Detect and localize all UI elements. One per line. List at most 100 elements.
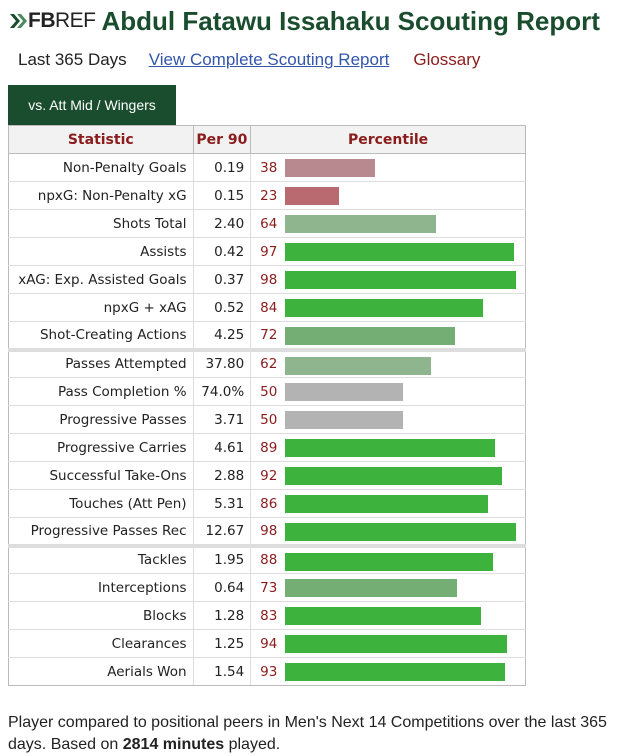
stat-name-cell: npxG: Non-Penalty xG bbox=[8, 181, 194, 210]
per90-cell: 4.61 bbox=[193, 433, 252, 462]
percentile-bar bbox=[285, 467, 503, 485]
per90-cell: 0.64 bbox=[193, 573, 252, 602]
percentile-cell: 89 bbox=[250, 433, 526, 462]
sub-navigation: Last 365 Days View Complete Scouting Rep… bbox=[18, 50, 480, 70]
per90-cell: 37.80 bbox=[193, 347, 252, 378]
percentile-bar bbox=[285, 327, 456, 345]
tab-att-mid-wingers[interactable]: vs. Att Mid / Wingers bbox=[8, 85, 176, 125]
percentile-bar bbox=[285, 495, 489, 513]
stat-name-cell: Tackles bbox=[8, 543, 194, 574]
stat-name-cell: Shot-Creating Actions bbox=[8, 321, 194, 350]
per90-cell: 4.25 bbox=[193, 321, 252, 350]
percentile-bar bbox=[285, 215, 437, 233]
table-row: Progressive Passes 3.71 50 bbox=[8, 405, 526, 434]
percentile-value: 88 bbox=[260, 552, 278, 569]
percentile-bar bbox=[285, 663, 505, 681]
table-row: npxG + xAG 0.52 84 bbox=[8, 293, 526, 322]
per90-cell: 2.88 bbox=[193, 461, 252, 490]
stat-name-cell: Passes Attempted bbox=[8, 347, 194, 378]
table-row: Progressive Carries 4.61 89 bbox=[8, 433, 526, 462]
stat-name-cell: Touches (Att Pen) bbox=[8, 489, 194, 518]
table-row: xAG: Exp. Assisted Goals 0.37 98 bbox=[8, 265, 526, 294]
column-header-per90[interactable]: Per 90 bbox=[192, 125, 252, 154]
percentile-bar bbox=[285, 243, 515, 261]
per90-cell: 0.42 bbox=[193, 237, 252, 266]
table-row: Shot-Creating Actions 4.25 72 bbox=[8, 321, 526, 350]
table-header-row: Statistic Per 90 Percentile bbox=[8, 125, 526, 154]
scouting-table: Statistic Per 90 Percentile Non-Penalty … bbox=[8, 125, 526, 686]
view-complete-report-link[interactable]: View Complete Scouting Report bbox=[148, 50, 390, 69]
percentile-cell: 98 bbox=[250, 265, 526, 294]
footnote-text: Player compared to positional peers in M… bbox=[8, 714, 607, 753]
percentile-value: 84 bbox=[260, 299, 278, 316]
per90-cell: 3.71 bbox=[193, 405, 252, 434]
per90-cell: 0.37 bbox=[193, 265, 252, 294]
per90-cell: 1.54 bbox=[193, 657, 252, 686]
percentile-value: 50 bbox=[260, 411, 278, 428]
percentile-value: 64 bbox=[260, 215, 278, 232]
table-row: npxG: Non-Penalty xG 0.15 23 bbox=[8, 181, 526, 210]
table-row: Blocks 1.28 83 bbox=[8, 601, 526, 630]
column-header-percentile[interactable]: Percentile bbox=[250, 125, 526, 154]
table-row: Aerials Won 1.54 93 bbox=[8, 657, 526, 686]
per90-cell: 74.0% bbox=[193, 377, 252, 406]
stat-name-cell: Non-Penalty Goals bbox=[8, 153, 194, 182]
percentile-cell: 98 bbox=[250, 517, 526, 546]
percentile-bar bbox=[285, 439, 496, 457]
stat-name-cell: Blocks bbox=[8, 601, 194, 630]
per90-cell: 0.15 bbox=[193, 181, 252, 210]
percentile-bar bbox=[285, 607, 482, 625]
percentile-cell: 50 bbox=[250, 377, 526, 406]
percentile-bar bbox=[285, 383, 404, 401]
percentile-bar bbox=[285, 635, 507, 653]
footnote-text-end: played. bbox=[224, 736, 281, 753]
page-title: Abdul Fatawu Issahaku Scouting Report bbox=[101, 5, 600, 36]
percentile-value: 38 bbox=[260, 159, 278, 176]
percentile-cell: 38 bbox=[250, 153, 526, 182]
percentile-value: 86 bbox=[260, 495, 278, 512]
percentile-bar bbox=[285, 187, 340, 205]
per90-cell: 1.28 bbox=[193, 601, 252, 630]
per90-cell: 5.31 bbox=[193, 489, 252, 518]
table-body: Non-Penalty Goals 0.19 38 npxG: Non-Penalty… bbox=[8, 153, 526, 686]
percentile-cell: 62 bbox=[250, 347, 526, 378]
glossary-link[interactable]: Glossary bbox=[413, 50, 481, 69]
stat-name-cell: Clearances bbox=[8, 629, 194, 658]
table-row: Passes Attempted 37.80 62 bbox=[8, 347, 526, 378]
percentile-bar bbox=[285, 271, 517, 289]
percentile-value: 83 bbox=[260, 607, 278, 624]
percentile-cell: 97 bbox=[250, 237, 526, 266]
percentile-cell: 83 bbox=[250, 601, 526, 630]
percentile-bar bbox=[285, 579, 458, 597]
percentile-cell: 23 bbox=[250, 181, 526, 210]
percentile-cell: 92 bbox=[250, 461, 526, 490]
page-header: FB REF Abdul Fatawu Issahaku Scouting Rep… bbox=[8, 4, 600, 38]
period-label: Last 365 Days bbox=[18, 50, 127, 69]
footnote: Player compared to positional peers in M… bbox=[8, 712, 636, 756]
percentile-bar bbox=[285, 159, 375, 177]
percentile-value: 72 bbox=[260, 326, 278, 343]
fbref-leaf-icon bbox=[10, 14, 27, 28]
stat-name-cell: Progressive Passes bbox=[8, 405, 194, 434]
stat-name-cell: Aerials Won bbox=[8, 657, 194, 686]
percentile-cell: 86 bbox=[250, 489, 526, 518]
per90-cell: 1.25 bbox=[193, 629, 252, 658]
percentile-value: 62 bbox=[260, 356, 278, 373]
stat-name-cell: Successful Take-Ons bbox=[8, 461, 194, 490]
table-row: Successful Take-Ons 2.88 92 bbox=[8, 461, 526, 490]
fbref-logo[interactable]: FB REF bbox=[8, 4, 96, 38]
percentile-cell: 93 bbox=[250, 657, 526, 686]
stat-name-cell: Assists bbox=[8, 237, 194, 266]
percentile-value: 98 bbox=[260, 522, 278, 539]
table-row: Assists 0.42 97 bbox=[8, 237, 526, 266]
percentile-value: 94 bbox=[260, 635, 278, 652]
percentile-cell: 64 bbox=[250, 209, 526, 238]
per90-cell: 0.19 bbox=[193, 153, 252, 182]
percentile-cell: 72 bbox=[250, 321, 526, 350]
footnote-minutes: 2814 minutes bbox=[122, 736, 225, 753]
percentile-value: 97 bbox=[260, 243, 278, 260]
stat-name-cell: Interceptions bbox=[8, 573, 194, 602]
percentile-value: 93 bbox=[260, 663, 278, 680]
stat-name-cell: Progressive Carries bbox=[8, 433, 194, 462]
column-header-statistic[interactable]: Statistic bbox=[8, 125, 194, 154]
